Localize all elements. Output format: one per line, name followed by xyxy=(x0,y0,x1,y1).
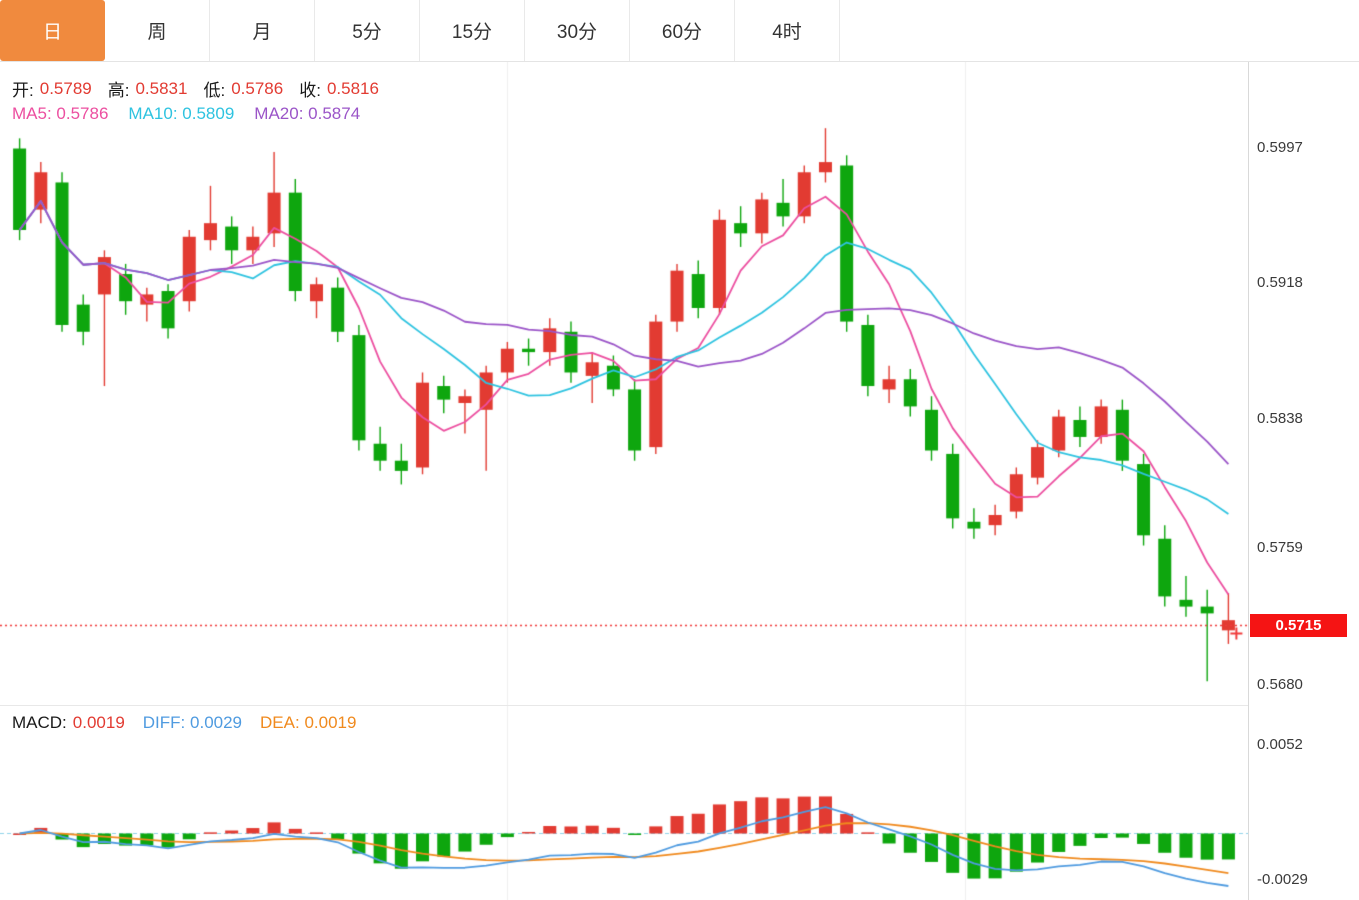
price-tick-3: 0.5838 xyxy=(1257,410,1303,427)
price-tick-5: 0.5680 xyxy=(1257,676,1303,693)
tab-day[interactable]: 日 xyxy=(0,0,105,61)
price-tick-1: 0.5997 xyxy=(1257,139,1303,156)
tab-30min[interactable]: 30分 xyxy=(525,0,630,61)
macd-tick-1: 0.0052 xyxy=(1257,736,1303,753)
price-chart-panel: 开: 0.5789 高: 0.5831 低: 0.5786 收: 0.5816 … xyxy=(0,62,1248,705)
tab-week[interactable]: 周 xyxy=(105,0,210,61)
price-tick-4: 0.5759 xyxy=(1257,539,1303,556)
price-tick-2: 0.5918 xyxy=(1257,274,1303,291)
macd-panel: MACD: 0.0019 DIFF: 0.0029 DEA: 0.0019 xyxy=(0,705,1248,900)
current-price-tag: 0.5715 xyxy=(1250,614,1347,637)
tab-4hour[interactable]: 4时 xyxy=(735,0,840,61)
timeframe-tabbar: 日 周 月 5分 15分 30分 60分 4时 xyxy=(0,0,1359,62)
macd-tick-2: -0.0029 xyxy=(1257,871,1308,888)
tab-5min[interactable]: 5分 xyxy=(315,0,420,61)
tab-month[interactable]: 月 xyxy=(210,0,315,61)
y-axis-line xyxy=(1248,62,1249,900)
candlestick-chart-canvas[interactable] xyxy=(0,62,1248,705)
tab-15min[interactable]: 15分 xyxy=(420,0,525,61)
tab-60min[interactable]: 60分 xyxy=(630,0,735,61)
macd-chart-canvas[interactable] xyxy=(0,706,1248,900)
